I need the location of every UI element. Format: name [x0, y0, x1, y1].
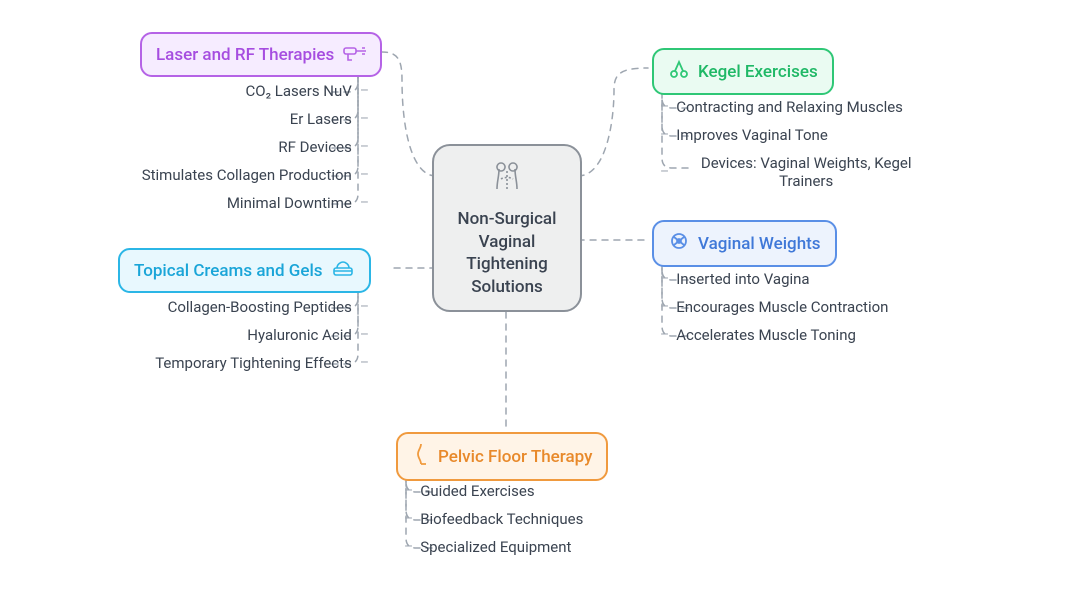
item-label: Inserted into Vagina: [676, 270, 809, 288]
branch-topical-label: Topical Creams and Gels: [134, 261, 323, 281]
cream-icon: [331, 258, 355, 283]
branch-weights-items: –Inserted into Vagina–Encourages Muscle …: [660, 270, 960, 344]
weight-icon: [668, 230, 690, 257]
branch-kegel-item: –Improves Vaginal Tone: [660, 126, 980, 144]
branch-kegel-item: –Devices: Vaginal Weights, Kegel Trainer…: [660, 154, 980, 190]
connector-tick-icon: –: [660, 299, 668, 315]
item-label: Accelerates Muscle Toning: [676, 326, 856, 344]
item-label: Guided Exercises: [420, 482, 534, 500]
torso-icon: [487, 155, 527, 202]
branch-kegel-items: –Contracting and Relaxing Muscles–Improv…: [660, 98, 980, 190]
branch-laser-title: Laser and RF Therapies: [140, 32, 382, 77]
center-label-line-3: Solutions: [471, 276, 543, 299]
raygun-icon: [342, 42, 366, 67]
branch-topical-item: Temporary Tightening Effects–: [96, 354, 368, 372]
item-label: Contracting and Relaxing Muscles: [676, 98, 903, 116]
branch-laser-item: CO₂ Lasers NuV–: [68, 82, 368, 100]
branch-weights-item: –Inserted into Vagina: [660, 270, 960, 288]
center-label-line-2: Tightening: [466, 253, 547, 276]
item-label: Minimal Downtime: [227, 194, 352, 212]
branch-laser-item: Stimulates Collagen Production–: [68, 166, 368, 184]
connector-tick-icon: –: [360, 299, 368, 315]
connector-tick-icon: –: [360, 167, 368, 183]
branch-weights-label: Vaginal Weights: [698, 234, 821, 254]
center-node: Non-Surgical Vaginal Tightening Solution…: [432, 144, 582, 312]
branch-pelvic-item: –Guided Exercises: [404, 482, 664, 500]
connector-tick-icon: –: [360, 195, 368, 211]
branch-laser-item: Minimal Downtime–: [68, 194, 368, 212]
item-label: Hyaluronic Acid: [247, 326, 352, 344]
branch-weights-item: –Encourages Muscle Contraction: [660, 298, 960, 316]
branch-topical-items: Collagen-Boosting Peptides–Hyaluronic Ac…: [96, 298, 368, 372]
center-label-line-0: Non-Surgical: [458, 208, 557, 231]
branch-laser-items: CO₂ Lasers NuV–Er Lasers–RF Devices–Stim…: [68, 82, 368, 212]
branch-pelvic-title: Pelvic Floor Therapy: [396, 432, 608, 481]
grip-icon: [668, 58, 690, 85]
leg-icon: [412, 442, 430, 471]
connector-tick-icon: –: [360, 327, 368, 343]
branch-weights-title: Vaginal Weights: [652, 220, 837, 267]
item-label: Devices: Vaginal Weights, Kegel Trainers: [676, 154, 936, 190]
branch-laser-item: Er Lasers–: [68, 110, 368, 128]
connector-tick-icon: –: [404, 483, 412, 499]
connector-tick-icon: –: [404, 539, 412, 555]
item-label: RF Devices: [278, 138, 351, 156]
item-label: Improves Vaginal Tone: [676, 126, 828, 144]
item-label: Encourages Muscle Contraction: [676, 298, 888, 316]
item-label: Collagen-Boosting Peptides: [168, 298, 352, 316]
branch-kegel-label: Kegel Exercises: [698, 62, 818, 82]
item-label: Er Lasers: [290, 110, 352, 128]
item-label: Biofeedback Techniques: [420, 510, 583, 528]
connector-tick-icon: –: [360, 355, 368, 371]
branch-topical-title: Topical Creams and Gels: [118, 248, 371, 293]
item-label: Stimulates Collagen Production: [142, 166, 352, 184]
connector-tick-icon: –: [360, 83, 368, 99]
branch-topical-item: Collagen-Boosting Peptides–: [96, 298, 368, 316]
branch-laser-label: Laser and RF Therapies: [156, 45, 334, 65]
branch-kegel-item: –Contracting and Relaxing Muscles: [660, 98, 980, 116]
branch-pelvic-item: –Specialized Equipment: [404, 538, 664, 556]
branch-pelvic-items: –Guided Exercises–Biofeedback Techniques…: [404, 482, 664, 556]
center-label-line-1: Vaginal: [479, 231, 536, 254]
mindmap-canvas: Non-Surgical Vaginal Tightening Solution…: [0, 0, 1080, 608]
branch-laser-item: RF Devices–: [68, 138, 368, 156]
branch-pelvic-item: –Biofeedback Techniques: [404, 510, 664, 528]
item-label: Specialized Equipment: [420, 538, 571, 556]
connector-tick-icon: –: [360, 111, 368, 127]
connector-tick-icon: –: [660, 327, 668, 343]
connector-tick-icon: –: [660, 164, 668, 180]
item-label: Temporary Tightening Effects: [155, 354, 352, 372]
item-label: CO₂ Lasers NuV: [246, 82, 352, 100]
branch-pelvic-label: Pelvic Floor Therapy: [438, 447, 592, 467]
branch-weights-item: –Accelerates Muscle Toning: [660, 326, 960, 344]
connector-tick-icon: –: [660, 271, 668, 287]
connector-tick-icon: –: [404, 511, 412, 527]
connector-tick-icon: –: [660, 99, 668, 115]
branch-topical-item: Hyaluronic Acid–: [96, 326, 368, 344]
connector-tick-icon: –: [360, 139, 368, 155]
connector-tick-icon: –: [660, 127, 668, 143]
branch-kegel-title: Kegel Exercises: [652, 48, 834, 95]
